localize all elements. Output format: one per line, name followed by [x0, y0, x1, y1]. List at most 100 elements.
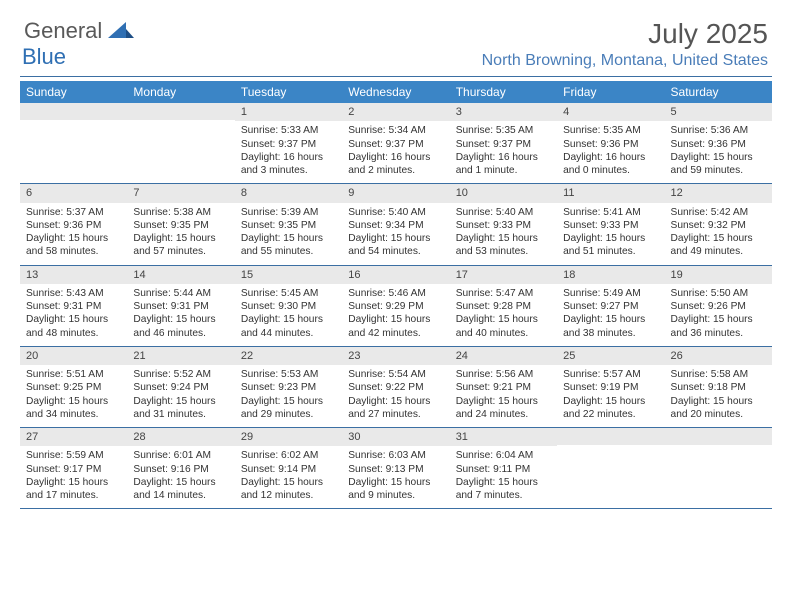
day-number: 13 — [20, 266, 127, 284]
sunrise-text: Sunrise: 5:33 AM — [241, 124, 336, 137]
sunset-text: Sunset: 9:33 PM — [456, 219, 551, 232]
sunset-text: Sunset: 9:30 PM — [241, 300, 336, 313]
daylight-text: Daylight: 15 hours and 44 minutes. — [241, 313, 336, 340]
day-body: Sunrise: 5:35 AMSunset: 9:37 PMDaylight:… — [450, 121, 557, 183]
daylight-text: Daylight: 15 hours and 55 minutes. — [241, 232, 336, 259]
sunrise-text: Sunrise: 5:50 AM — [671, 287, 766, 300]
day-number: 29 — [235, 428, 342, 446]
day-number — [127, 103, 234, 120]
daylight-text: Daylight: 15 hours and 31 minutes. — [133, 395, 228, 422]
day-number: 22 — [235, 347, 342, 365]
daylight-text: Daylight: 16 hours and 2 minutes. — [348, 151, 443, 178]
sunrise-text: Sunrise: 5:45 AM — [241, 287, 336, 300]
sunset-text: Sunset: 9:36 PM — [563, 138, 658, 151]
sunrise-text: Sunrise: 5:36 AM — [671, 124, 766, 137]
sunset-text: Sunset: 9:27 PM — [563, 300, 658, 313]
daylight-text: Daylight: 15 hours and 46 minutes. — [133, 313, 228, 340]
brand-part2: Blue — [22, 44, 66, 69]
day-number: 2 — [342, 103, 449, 121]
sunrise-text: Sunrise: 6:03 AM — [348, 449, 443, 462]
day-body: Sunrise: 5:40 AMSunset: 9:34 PMDaylight:… — [342, 203, 449, 265]
day-body: Sunrise: 5:46 AMSunset: 9:29 PMDaylight:… — [342, 284, 449, 346]
calendar-top-rule — [20, 76, 772, 77]
week-row: 6Sunrise: 5:37 AMSunset: 9:36 PMDaylight… — [20, 184, 772, 265]
sunrise-text: Sunrise: 5:51 AM — [26, 368, 121, 381]
day-cell: 4Sunrise: 5:35 AMSunset: 9:36 PMDaylight… — [557, 103, 664, 183]
daylight-text: Daylight: 15 hours and 38 minutes. — [563, 313, 658, 340]
sunset-text: Sunset: 9:22 PM — [348, 381, 443, 394]
day-number: 21 — [127, 347, 234, 365]
day-body: Sunrise: 5:43 AMSunset: 9:31 PMDaylight:… — [20, 284, 127, 346]
day-body: Sunrise: 5:56 AMSunset: 9:21 PMDaylight:… — [450, 365, 557, 427]
sunrise-text: Sunrise: 5:40 AM — [456, 206, 551, 219]
day-cell: 17Sunrise: 5:47 AMSunset: 9:28 PMDayligh… — [450, 266, 557, 346]
sunset-text: Sunset: 9:21 PM — [456, 381, 551, 394]
day-number: 28 — [127, 428, 234, 446]
day-body: Sunrise: 5:42 AMSunset: 9:32 PMDaylight:… — [665, 203, 772, 265]
daylight-text: Daylight: 15 hours and 36 minutes. — [671, 313, 766, 340]
day-cell: 28Sunrise: 6:01 AMSunset: 9:16 PMDayligh… — [127, 428, 234, 508]
day-number: 14 — [127, 266, 234, 284]
sunrise-text: Sunrise: 5:54 AM — [348, 368, 443, 381]
day-cell: 2 Sunrise: 5:34 AMSunset: 9:37 PMDaylight… — [342, 103, 449, 183]
day-number: 8 — [235, 184, 342, 202]
day-cell: 8Sunrise: 5:39 AMSunset: 9:35 PMDaylight… — [235, 184, 342, 264]
day-body: Sunrise: 5:53 AMSunset: 9:23 PMDaylight:… — [235, 365, 342, 427]
brand-logo: General — [24, 18, 136, 44]
sunrise-text: Sunrise: 5:53 AM — [241, 368, 336, 381]
day-number: 23 — [342, 347, 449, 365]
day-cell: 5Sunrise: 5:36 AMSunset: 9:36 PMDaylight… — [665, 103, 772, 183]
day-body: Sunrise: 5:36 AMSunset: 9:36 PMDaylight:… — [665, 121, 772, 183]
sunset-text: Sunset: 9:37 PM — [348, 138, 443, 151]
sunrise-text: Sunrise: 5:40 AM — [348, 206, 443, 219]
daylight-text: Daylight: 15 hours and 7 minutes. — [456, 476, 551, 503]
daylight-text: Daylight: 15 hours and 27 minutes. — [348, 395, 443, 422]
title-block: July 2025 North Browning, Montana, Unite… — [482, 18, 768, 70]
sunrise-text: Sunrise: 5:37 AM — [26, 206, 121, 219]
sunset-text: Sunset: 9:37 PM — [456, 138, 551, 151]
day-body: Sunrise: 5:49 AMSunset: 9:27 PMDaylight:… — [557, 284, 664, 346]
day-number: 31 — [450, 428, 557, 446]
day-body: Sunrise: 5:59 AMSunset: 9:17 PMDaylight:… — [20, 446, 127, 508]
daylight-text: Daylight: 15 hours and 51 minutes. — [563, 232, 658, 259]
day-body: Sunrise: 5:35 AMSunset: 9:36 PMDaylight:… — [557, 121, 664, 183]
sunset-text: Sunset: 9:29 PM — [348, 300, 443, 313]
day-body: Sunrise: 6:03 AMSunset: 9:13 PMDaylight:… — [342, 446, 449, 508]
day-number — [665, 428, 772, 445]
daylight-text: Daylight: 16 hours and 3 minutes. — [241, 151, 336, 178]
day-number: 30 — [342, 428, 449, 446]
day-body: Sunrise: 5:47 AMSunset: 9:28 PMDaylight:… — [450, 284, 557, 346]
day-cell: 26Sunrise: 5:58 AMSunset: 9:18 PMDayligh… — [665, 347, 772, 427]
day-cell: 13Sunrise: 5:43 AMSunset: 9:31 PMDayligh… — [20, 266, 127, 346]
day-cell: 19Sunrise: 5:50 AMSunset: 9:26 PMDayligh… — [665, 266, 772, 346]
day-body: Sunrise: 5:57 AMSunset: 9:19 PMDaylight:… — [557, 365, 664, 427]
daylight-text: Daylight: 15 hours and 42 minutes. — [348, 313, 443, 340]
day-number: 27 — [20, 428, 127, 446]
daylight-text: Daylight: 15 hours and 22 minutes. — [563, 395, 658, 422]
day-number — [20, 103, 127, 120]
sunrise-text: Sunrise: 5:46 AM — [348, 287, 443, 300]
day-number: 25 — [557, 347, 664, 365]
week-row: 13Sunrise: 5:43 AMSunset: 9:31 PMDayligh… — [20, 266, 772, 347]
sunrise-text: Sunrise: 5:41 AM — [563, 206, 658, 219]
day-number: 16 — [342, 266, 449, 284]
sunset-text: Sunset: 9:35 PM — [133, 219, 228, 232]
day-number: 11 — [557, 184, 664, 202]
day-number: 1 — [235, 103, 342, 121]
sunset-text: Sunset: 9:25 PM — [26, 381, 121, 394]
day-header-thursday: Thursday — [450, 81, 557, 103]
sunset-text: Sunset: 9:16 PM — [133, 463, 228, 476]
day-number: 7 — [127, 184, 234, 202]
sunset-text: Sunset: 9:23 PM — [241, 381, 336, 394]
day-cell: 22Sunrise: 5:53 AMSunset: 9:23 PMDayligh… — [235, 347, 342, 427]
day-body: Sunrise: 5:39 AMSunset: 9:35 PMDaylight:… — [235, 203, 342, 265]
sunset-text: Sunset: 9:17 PM — [26, 463, 121, 476]
sunrise-text: Sunrise: 5:34 AM — [348, 124, 443, 137]
sunset-text: Sunset: 9:32 PM — [671, 219, 766, 232]
day-cell: 7Sunrise: 5:38 AMSunset: 9:35 PMDaylight… — [127, 184, 234, 264]
day-body — [127, 120, 234, 178]
day-number: 12 — [665, 184, 772, 202]
daylight-text: Daylight: 15 hours and 53 minutes. — [456, 232, 551, 259]
day-body: Sunrise: 5:33 AMSunset: 9:37 PMDaylight:… — [235, 121, 342, 183]
sunrise-text: Sunrise: 5:58 AM — [671, 368, 766, 381]
